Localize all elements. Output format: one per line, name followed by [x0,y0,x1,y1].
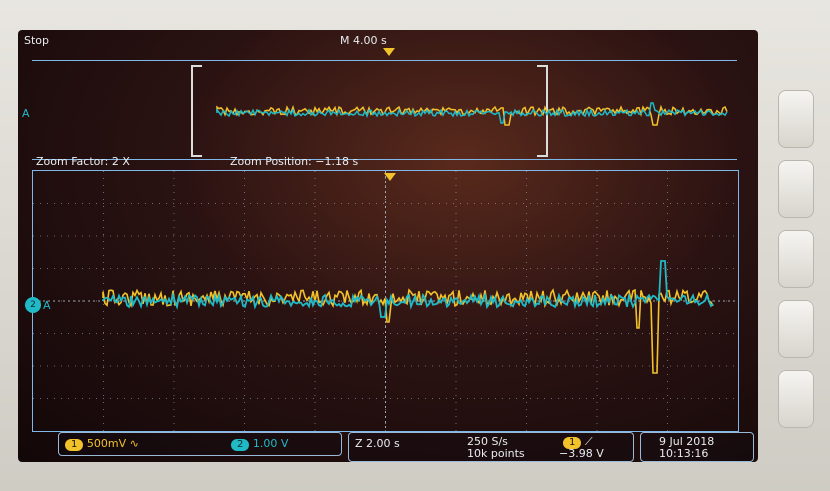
zoom-channel-label: A [43,299,51,312]
side-button-4[interactable] [778,300,814,358]
side-button-3[interactable] [778,230,814,288]
side-button-1[interactable] [778,90,814,148]
side-button-5[interactable] [778,370,814,428]
zoom-timebase: Z 2.00 s [355,437,400,450]
record-length: 10k points [467,447,525,460]
sample-rate: 250 S/s [467,435,508,448]
ch1-badge: 1 [65,439,84,451]
date-label: 9 Jul 2018 [659,435,715,448]
zoom-trace-ch2 [102,260,714,318]
zoom-factor-label: Zoom Factor: 2 X [36,155,130,168]
side-button-2[interactable] [778,160,814,218]
overview-channel-label: A [22,107,30,120]
overview-plot [191,65,728,157]
ch2-scale: 1.00 V [252,437,289,450]
zoom-position-label: Zoom Position: −1.18 s [230,155,359,168]
vertical-settings-box[interactable]: 1 500mV ∿ 2 1.00 V [58,432,342,456]
timebase-label: M 4.00 s [340,34,387,47]
side-menu-buttons [770,90,820,440]
trigger-source-badge: 1 [563,437,582,449]
zoom-trigger-icon [384,173,396,181]
trigger-source[interactable]: 1 ⟋ [563,435,593,449]
overview-window: A [22,60,737,160]
ch2-ground-marker[interactable]: 2 [25,297,41,313]
run-state-label: Stop [24,34,50,47]
datetime-box: 9 Jul 2018 10:13:16 [640,432,754,462]
bottom-status-area: 1 500mV ∿ 2 1.00 V Z 2.00 s 250 S/s 10k … [18,432,758,462]
rising-edge-icon: ⟋ [584,435,593,448]
ch2-badge: 2 [231,439,250,451]
zoom-plot [33,171,738,431]
zoom-trace-ch1 [102,288,714,374]
horizontal-trigger-box[interactable]: Z 2.00 s 250 S/s 10k points 1 ⟋ −3.98 V [348,432,634,462]
ch2-setting[interactable]: 2 1.00 V [231,437,288,451]
trigger-position-icon [383,48,395,56]
sine-icon: ∿ [129,437,139,450]
ch1-setting[interactable]: 1 500mV ∿ [65,437,139,451]
trigger-level: −3.98 V [559,447,604,460]
top-status-bar: Stop M 4.00 s [18,30,758,56]
overview-trace-ch2 [216,102,728,124]
oscilloscope-screen: Stop M 4.00 s A Zoom Factor: 2 X Zoom Po… [18,30,758,462]
ch1-scale: 500mV [86,437,127,450]
time-label: 10:13:16 [659,447,709,460]
zoom-window: 2 A [25,170,739,432]
